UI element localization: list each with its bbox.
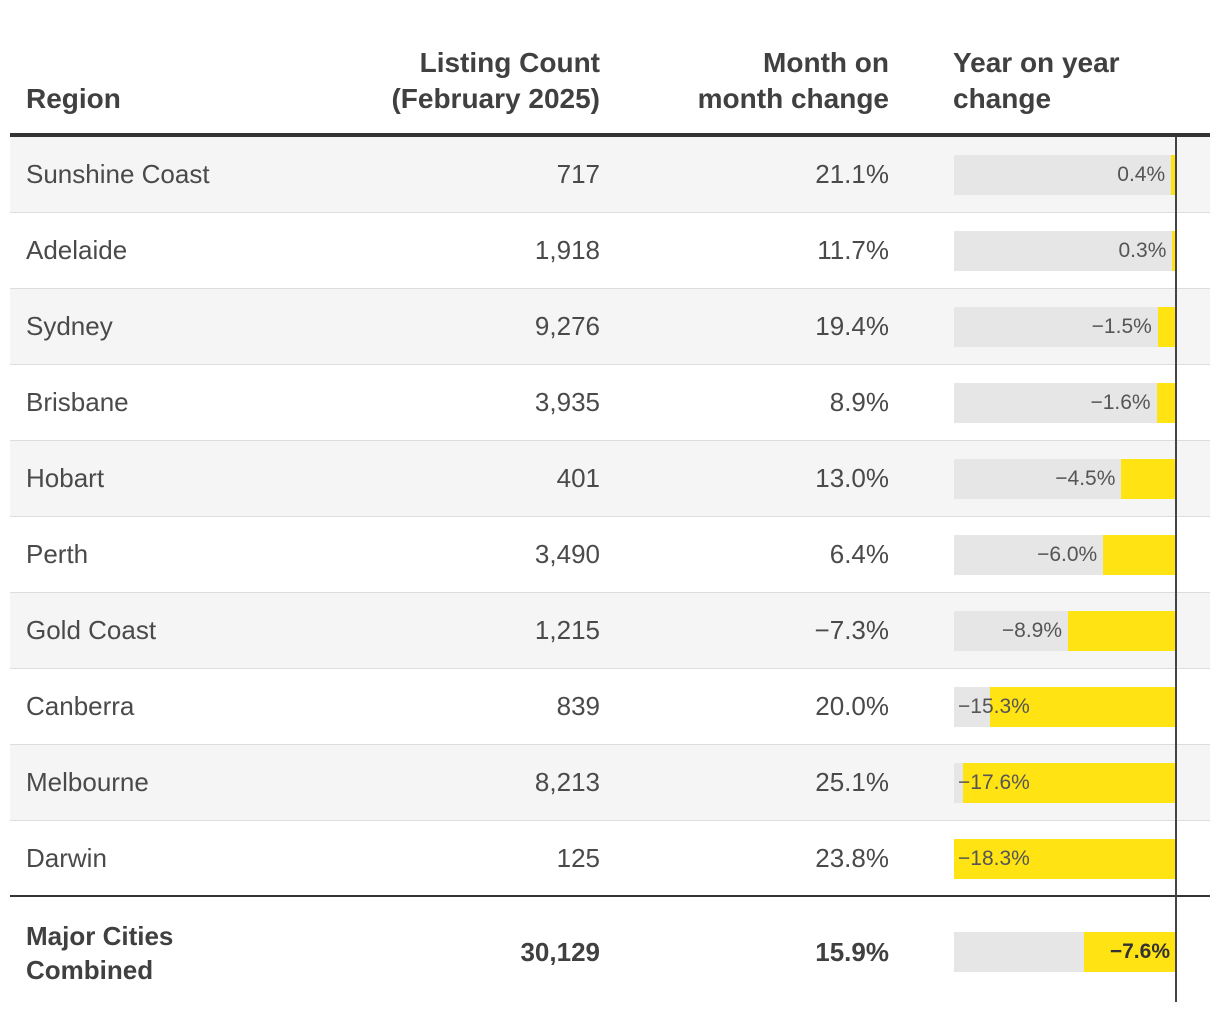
row-listing-count: 1,918: [534, 235, 600, 265]
row-listing-count: 1,215: [534, 615, 600, 645]
table-row: Sunshine Coast 717 21.1% 0.4%: [10, 137, 1210, 213]
header-listing-count: Listing Count (February 2025): [391, 45, 600, 117]
row-region: Sunshine Coast: [26, 159, 210, 189]
yoy-label: −6.0%: [1037, 543, 1098, 566]
total-region-line2: Combined: [26, 955, 154, 985]
yoy-bar: [1171, 155, 1176, 195]
yoy-bar: [1172, 231, 1176, 271]
yoy-bar: [1103, 535, 1176, 575]
yoy-bar: [1068, 611, 1176, 651]
header-yoy-line1: Year on year: [953, 47, 1120, 78]
total-yoy-label: −7.6%: [1109, 940, 1170, 963]
table-row: Darwin 125 23.8% −18.3%: [10, 821, 1210, 897]
yoy-bar-track: 0.3%: [954, 231, 1176, 271]
table-row: Adelaide 1,918 11.7% 0.3%: [10, 213, 1210, 289]
row-region: Hobart: [26, 463, 105, 493]
total-yoy-bar: [1083, 932, 1176, 972]
total-listing-count: 30,129: [520, 937, 600, 967]
yoy-label: −15.3%: [958, 695, 1030, 718]
table-row: Sydney 9,276 19.4% −1.5%: [10, 289, 1210, 365]
total-yoy-bar-track: −7.6%: [954, 932, 1176, 972]
yoy-label: −1.5%: [1091, 315, 1152, 338]
total-row: Major Cities Combined 30,129 15.9% −7.6%: [10, 897, 1210, 1007]
yoy-label: 0.3%: [1118, 239, 1167, 262]
yoy-bar-track: 0.4%: [954, 155, 1176, 195]
table-row: Hobart 401 13.0% −4.5%: [10, 441, 1210, 517]
row-listing-count: 8,213: [534, 767, 600, 797]
row-month-change: 13.0%: [815, 463, 889, 493]
yoy-bar: [1157, 307, 1176, 347]
row-listing-count: 401: [556, 463, 600, 493]
row-month-change: 20.0%: [815, 691, 889, 721]
total-region: Major Cities Combined: [26, 919, 173, 987]
yoy-bar: [954, 839, 1176, 879]
header-yoy-line2: change: [953, 83, 1052, 114]
row-region: Melbourne: [26, 767, 149, 797]
zero-axis-line: [1175, 137, 1177, 1002]
table-header: Region Listing Count (February 2025) Mon…: [10, 0, 1210, 137]
yoy-bar-track: −1.6%: [954, 383, 1176, 423]
row-month-change: 6.4%: [829, 539, 889, 569]
row-region: Brisbane: [26, 387, 129, 417]
row-region: Perth: [26, 539, 89, 569]
header-listing-count-line1: Listing Count: [419, 47, 600, 78]
row-listing-count: 9,276: [534, 311, 600, 341]
header-year-on-year: Year on year change: [953, 45, 1120, 117]
row-region: Darwin: [26, 843, 107, 873]
table-row: Brisbane 3,935 8.9% −1.6%: [10, 365, 1210, 441]
yoy-label: 0.4%: [1117, 163, 1166, 186]
row-month-change: 23.8%: [815, 843, 889, 873]
row-month-change: −7.3%: [814, 615, 889, 645]
yoy-bar: [990, 687, 1176, 727]
yoy-bar: [962, 763, 1176, 803]
row-month-change: 19.4%: [815, 311, 889, 341]
row-region: Canberra: [26, 691, 135, 721]
header-listing-count-line2: (February 2025): [391, 83, 600, 114]
header-month-on-month: Month on month change: [698, 45, 889, 117]
yoy-bar-track: −4.5%: [954, 459, 1176, 499]
header-mom-line1: Month on: [763, 47, 889, 78]
yoy-label: −8.9%: [1001, 619, 1063, 642]
row-month-change: 21.1%: [815, 159, 889, 189]
listings-table: Region Listing Count (February 2025) Mon…: [10, 0, 1210, 1007]
row-region: Gold Coast: [26, 615, 157, 645]
row-listing-count: 3,490: [534, 539, 600, 569]
yoy-bar-track: −18.3%: [954, 839, 1176, 879]
row-month-change: 25.1%: [815, 767, 889, 797]
yoy-label: −1.6%: [1090, 391, 1151, 414]
yoy-label: −17.6%: [958, 771, 1030, 794]
row-month-change: 11.7%: [817, 235, 889, 265]
table-row: Perth 3,490 6.4% −6.0%: [10, 517, 1210, 593]
total-month-change: 15.9%: [815, 937, 889, 967]
yoy-bar: [1121, 459, 1176, 499]
yoy-bar-track: −17.6%: [954, 763, 1176, 803]
row-listing-count: 839: [556, 691, 600, 721]
yoy-bar-track: −8.9%: [954, 611, 1176, 651]
total-region-line1: Major Cities: [26, 921, 174, 951]
row-listing-count: 3,935: [534, 387, 600, 417]
yoy-bar-track: −15.3%: [954, 687, 1176, 727]
table-row: Gold Coast 1,215 −7.3% −8.9%: [10, 593, 1210, 669]
table-row: Canberra 839 20.0% −15.3%: [10, 669, 1210, 745]
row-listing-count: 125: [556, 843, 600, 873]
row-region: Adelaide: [26, 235, 128, 265]
yoy-label: −4.5%: [1055, 467, 1116, 490]
yoy-bar-track: −1.5%: [954, 307, 1176, 347]
header-mom-line2: month change: [697, 83, 889, 114]
table-row: Melbourne 8,213 25.1% −17.6%: [10, 745, 1210, 821]
header-region: Region: [26, 83, 121, 114]
row-region: Sydney: [26, 311, 113, 341]
table-body: Sunshine Coast 717 21.1% 0.4% Adelaide 1,918 1…: [10, 137, 1210, 897]
yoy-bar: [1156, 383, 1176, 423]
row-listing-count: 717: [556, 159, 600, 189]
yoy-label: −18.3%: [958, 847, 1030, 870]
row-month-change: 8.9%: [829, 387, 889, 417]
yoy-bar-track: −6.0%: [954, 535, 1176, 575]
